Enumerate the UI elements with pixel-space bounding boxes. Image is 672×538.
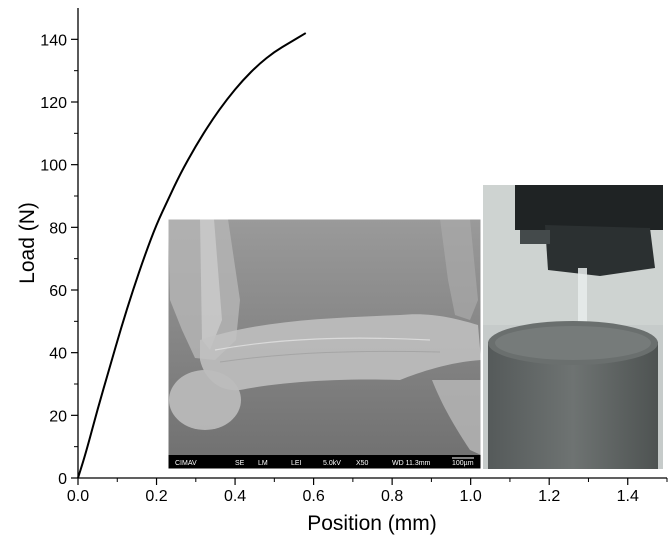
sem-info-label: LM bbox=[258, 460, 268, 467]
y-tick-label: 20 bbox=[49, 408, 67, 425]
x-tick-label: 1.2 bbox=[538, 488, 560, 505]
sem-info-label: 100µm bbox=[452, 460, 474, 467]
y-tick-label: 40 bbox=[49, 346, 67, 363]
machine-head bbox=[515, 185, 663, 230]
y-tick-label: 140 bbox=[40, 32, 67, 49]
sem-inset-image: CIMAV SE LM LEI 5.0kV X50 WD 11.3mm 100µm bbox=[168, 219, 481, 469]
sem-bulb bbox=[169, 370, 241, 430]
sem-info-label: LEI bbox=[291, 460, 302, 467]
series-line bbox=[77, 32, 307, 479]
x-tick-label: 0.6 bbox=[302, 488, 324, 505]
x-tick-label: 1.4 bbox=[617, 488, 639, 505]
x-tick-label: 0.8 bbox=[381, 488, 403, 505]
y-tick-label: 0 bbox=[58, 471, 67, 488]
y-tick-label: 80 bbox=[49, 220, 67, 237]
sem-info-label: CIMAV bbox=[175, 460, 197, 467]
y-axis-title: Load (N) bbox=[16, 202, 39, 284]
sem-info-label: WD 11.3mm bbox=[392, 460, 431, 467]
sem-info-label: 5.0kV bbox=[323, 460, 341, 467]
y-ticks: 0 20 40 60 80 100 120 140 bbox=[40, 32, 78, 488]
y-tick-label: 100 bbox=[40, 158, 67, 175]
y-tick-label: 120 bbox=[40, 95, 67, 112]
x-ticks: 0.0 0.2 0.4 0.6 0.8 1.0 1.2 1.4 bbox=[67, 478, 668, 505]
y-tick-label: 60 bbox=[49, 283, 67, 300]
x-tick-label: 1.0 bbox=[460, 488, 482, 505]
x-tick-label: 0.4 bbox=[224, 488, 246, 505]
machine-grip bbox=[545, 225, 655, 276]
photo-inset-image bbox=[483, 185, 663, 469]
sem-fiber-right bbox=[440, 219, 478, 320]
sem-info-label: SE bbox=[235, 460, 245, 467]
fiber-specimen bbox=[578, 268, 587, 338]
x-tick-label: 0.0 bbox=[67, 488, 89, 505]
x-axis-title: Position (mm) bbox=[307, 512, 437, 535]
axes: 0.0 0.2 0.4 0.6 0.8 1.0 1.2 1.4 0 20 40 60 80 100 120… bbox=[40, 8, 668, 505]
sem-info-bar bbox=[168, 455, 481, 469]
x-tick-label: 0.2 bbox=[145, 488, 167, 505]
sem-info-label: X50 bbox=[356, 460, 369, 467]
sem-fiber-highlight bbox=[200, 219, 222, 350]
